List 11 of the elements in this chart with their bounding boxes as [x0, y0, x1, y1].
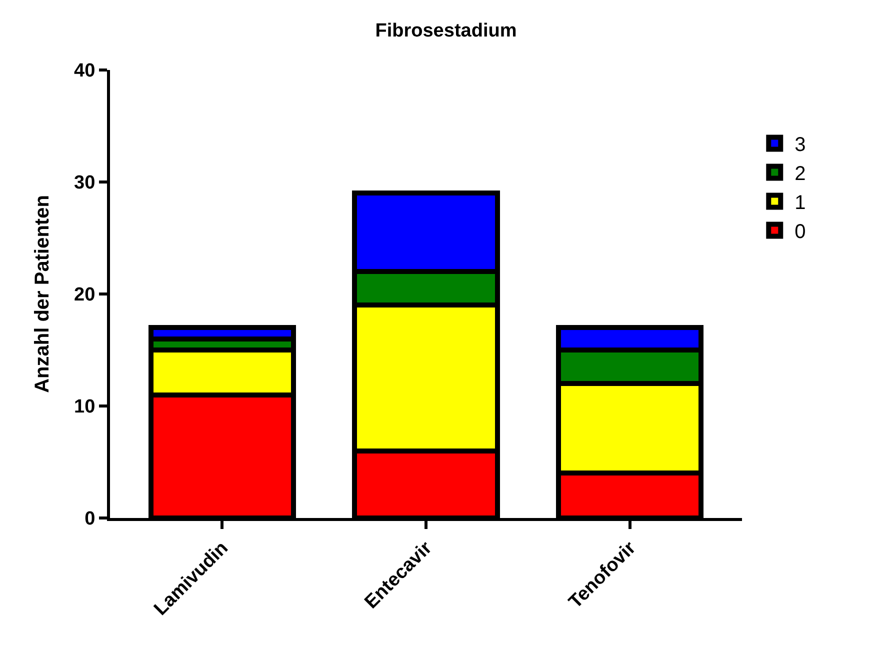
legend-label: 2 — [794, 163, 806, 186]
y-tick-label: 20 — [74, 284, 96, 306]
legend-label: 1 — [794, 192, 806, 214]
y-tick-label: 10 — [74, 396, 96, 418]
legend-label: 3 — [794, 134, 806, 156]
y-axis-title: Anzahl der Patienten — [32, 195, 54, 393]
chart-title: Fibrosestadium — [375, 20, 517, 42]
y-tick-label: 30 — [74, 172, 96, 194]
y-tick-label: 0 — [84, 508, 96, 530]
y-tick-label: 40 — [74, 60, 96, 82]
legend-label: 0 — [794, 221, 806, 244]
